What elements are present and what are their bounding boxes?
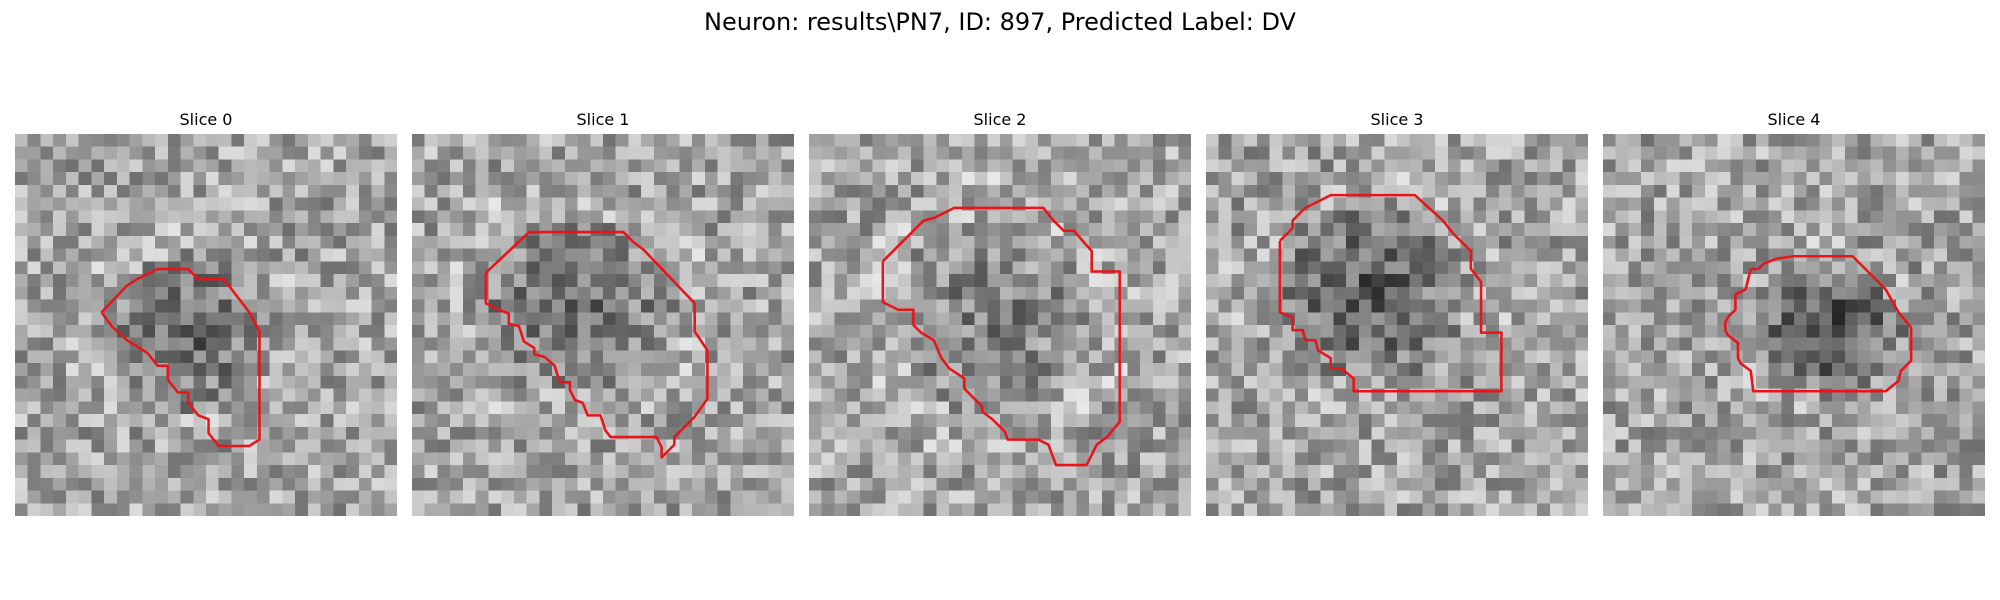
slice-title: Slice 3 (1370, 110, 1424, 129)
grayscale-patch (1206, 134, 1588, 516)
figure-title: Neuron: results\PN7, ID: 897, Predicted … (704, 8, 1296, 36)
neuron-contour (1723, 254, 1913, 393)
slice-panel-0: Slice 0 (15, 108, 397, 516)
grayscale-patch (809, 134, 1191, 516)
slice-panel-1: Slice 1 (412, 108, 794, 516)
neuron-contour (881, 206, 1121, 467)
slice-title: Slice 0 (179, 110, 233, 129)
slice-panel-3: Slice 3 (1206, 108, 1588, 516)
grayscale-patch (15, 134, 397, 516)
slice-panel-4: Slice 4 (1603, 108, 1985, 516)
slice-title: Slice 1 (576, 110, 630, 129)
slice-image (15, 134, 397, 516)
slice-image (1603, 134, 1985, 516)
neuron-contour (1278, 193, 1503, 393)
slice-title: Slice 4 (1767, 110, 1821, 129)
slice-image (809, 134, 1191, 516)
neuron-contour (484, 230, 709, 459)
neuron-contour (100, 267, 261, 448)
slice-title: Slice 2 (973, 110, 1027, 129)
slice-image (412, 134, 794, 516)
grayscale-patch (1603, 134, 1985, 516)
slice-image (1206, 134, 1588, 516)
grayscale-patch (412, 134, 794, 516)
slice-panel-2: Slice 2 (809, 108, 1191, 516)
